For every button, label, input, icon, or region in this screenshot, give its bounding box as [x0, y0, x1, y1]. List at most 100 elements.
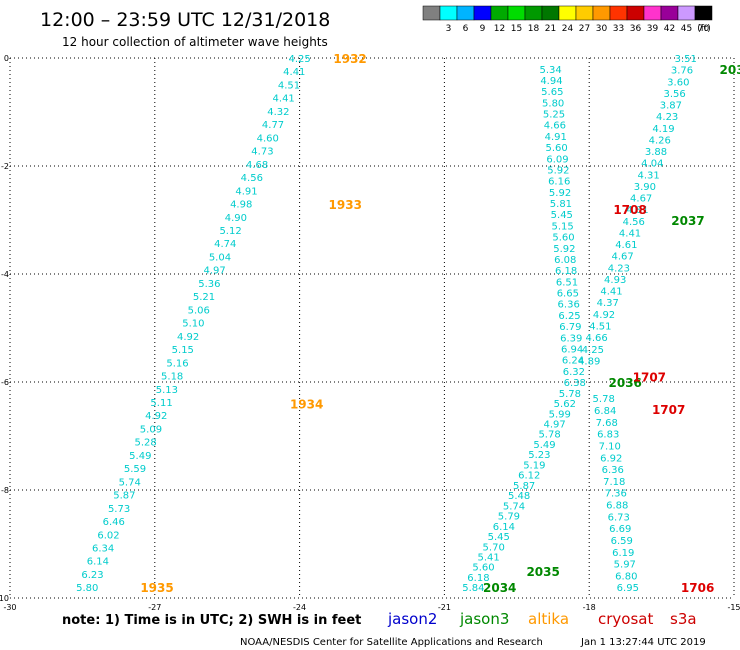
wave-height-label: 3.90 — [634, 182, 656, 193]
wave-height-label: 7.68 — [596, 418, 618, 429]
wave-height-label: 4.97 — [544, 419, 566, 430]
wave-height-label: 3.51 — [675, 54, 697, 65]
wave-height-label: 5.60 — [472, 563, 494, 574]
wave-height-label: 6.34 — [92, 544, 114, 555]
wave-height-label: 5.78 — [538, 430, 560, 441]
legend-value: 39 — [647, 24, 659, 34]
wave-height-label: 4.32 — [267, 107, 289, 118]
wave-height-label: 4.41 — [600, 287, 622, 298]
legend-value: 6 — [463, 24, 469, 34]
legend-value: 42 — [664, 24, 675, 34]
legend-value: 33 — [613, 24, 624, 34]
wave-height-label: 4.66 — [544, 121, 566, 132]
wave-height-label: 6.39 — [560, 333, 582, 344]
wave-height-label: 6.83 — [597, 430, 619, 441]
wave-height-label: 4.94 — [540, 76, 562, 87]
wave-height-label: 6.24 — [562, 356, 584, 367]
legend-swatch — [456, 5, 475, 21]
chart-title: 12:00 – 23:59 UTC 12/31/2018 — [40, 9, 330, 31]
wave-height-label: 5.23 — [528, 450, 550, 461]
wave-height-label: 5.04 — [209, 252, 231, 263]
wave-height-label: 5.19 — [523, 460, 545, 471]
wave-height-label: 4.89 — [578, 356, 600, 367]
wave-height-label: 5.74 — [119, 477, 141, 488]
wave-height-label: 5.11 — [150, 398, 172, 409]
wave-height-label: 5.34 — [539, 65, 561, 76]
wave-height-label: 5.60 — [552, 233, 574, 244]
x-tick-label: -15 — [727, 603, 740, 612]
wave-height-label: 6.88 — [606, 501, 628, 512]
wave-height-label: 5.78 — [559, 389, 581, 400]
pass-number-label: 1934 — [290, 398, 323, 412]
satellite-legend: jason2 jason3 altika cryosat s3a — [387, 610, 697, 628]
wave-height-label: 5.49 — [533, 440, 555, 451]
wave-height-label: 3.56 — [663, 89, 685, 100]
legend-swatch — [558, 5, 577, 21]
legend-swatch — [524, 5, 543, 21]
wave-height-label: 5.15 — [172, 345, 194, 356]
wave-height-label: 4.25 — [582, 345, 604, 356]
pass-number-label: 2037 — [671, 214, 704, 228]
plot-grid — [9, 57, 735, 599]
wave-height-label: 4.91 — [235, 186, 257, 197]
legend-value: 27 — [579, 24, 590, 34]
wave-height-label: 5.81 — [550, 199, 572, 210]
chart-subtitle: 12 hour collection of altimeter wave hei… — [62, 35, 328, 49]
legend-swatch — [575, 5, 594, 21]
wave-height-label: 5.60 — [545, 143, 567, 154]
legend-swatch — [507, 5, 526, 21]
wave-height-label: 6.38 — [564, 378, 586, 389]
wave-height-label: 5.80 — [542, 98, 564, 109]
wave-height-label: 6.51 — [556, 277, 578, 288]
wave-height-label: 5.59 — [124, 464, 146, 475]
wave-height-label: 6.79 — [559, 322, 581, 333]
wave-height-label: 4.26 — [649, 135, 671, 146]
legend-value: 18 — [528, 24, 540, 34]
x-tick-label: -27 — [148, 603, 161, 612]
wave-height-label: 4.92 — [145, 411, 167, 422]
wave-height-label: 4.31 — [637, 170, 659, 181]
wave-height-label: 5.73 — [108, 504, 130, 515]
wave-height-label: 4.93 — [604, 275, 626, 286]
pass-number-label: 1706 — [681, 581, 714, 595]
wave-height-label: 6.18 — [555, 266, 577, 277]
wave-height-label: 4.56 — [623, 217, 645, 228]
color-legend: 3 6 9 12 15 18 21 24 27 30 33 36 39 42 45 70(ft) — [422, 5, 713, 34]
wave-height-label: 4.37 — [597, 298, 619, 309]
wave-height-label: 4.98 — [230, 200, 252, 211]
wave-height-label: 4.92 — [593, 310, 615, 321]
wave-height-label: 6.36 — [558, 300, 580, 311]
legend-swatch — [609, 5, 628, 21]
wave-height-label: 5.70 — [483, 542, 505, 553]
y-tick-label: -2 — [1, 162, 9, 171]
wave-height-label: 4.23 — [656, 112, 678, 123]
legend-swatch — [541, 5, 560, 21]
wave-height-label: 6.18 — [467, 573, 489, 584]
wave-height-label: 5.87 — [113, 491, 135, 502]
note-text: note: 1) Time is in UTC; 2) SWH is in fe… — [62, 613, 361, 628]
wave-height-label: 7.10 — [599, 441, 621, 452]
pass-number-label: 1933 — [329, 198, 362, 212]
legend-unit: (ft) — [697, 24, 711, 34]
wave-height-label: 4.68 — [246, 160, 268, 171]
wave-height-label: 4.74 — [214, 239, 236, 250]
y-tick-label: -6 — [1, 378, 9, 387]
pass-number-label: 2036 — [609, 376, 642, 390]
wave-height-label: 7.36 — [605, 489, 627, 500]
satellite-name: altika — [528, 610, 569, 628]
wave-height-label: 5.80 — [76, 583, 98, 594]
wave-height-label: 3.88 — [645, 147, 667, 158]
wave-height-label: 5.41 — [477, 553, 499, 564]
wave-height-label: 6.65 — [557, 289, 579, 300]
satellite-name: cryosat — [598, 610, 653, 628]
wave-height-label: 6.80 — [615, 571, 637, 582]
legend-value: 21 — [545, 24, 556, 34]
wave-height-label: 6.36 — [602, 465, 624, 476]
wave-height-label: 5.49 — [129, 451, 151, 462]
wave-height-label: 4.61 — [615, 240, 637, 251]
legend-swatch — [626, 5, 645, 21]
wave-height-label: 4.19 — [652, 124, 674, 135]
wave-height-points: 4.25 4.41 4.51 4.41 4.32 4.77 4.60 4.73 4.68 4.56… — [76, 54, 697, 594]
wave-height-label: 6.95 — [617, 583, 639, 594]
legend-swatch — [422, 5, 441, 21]
